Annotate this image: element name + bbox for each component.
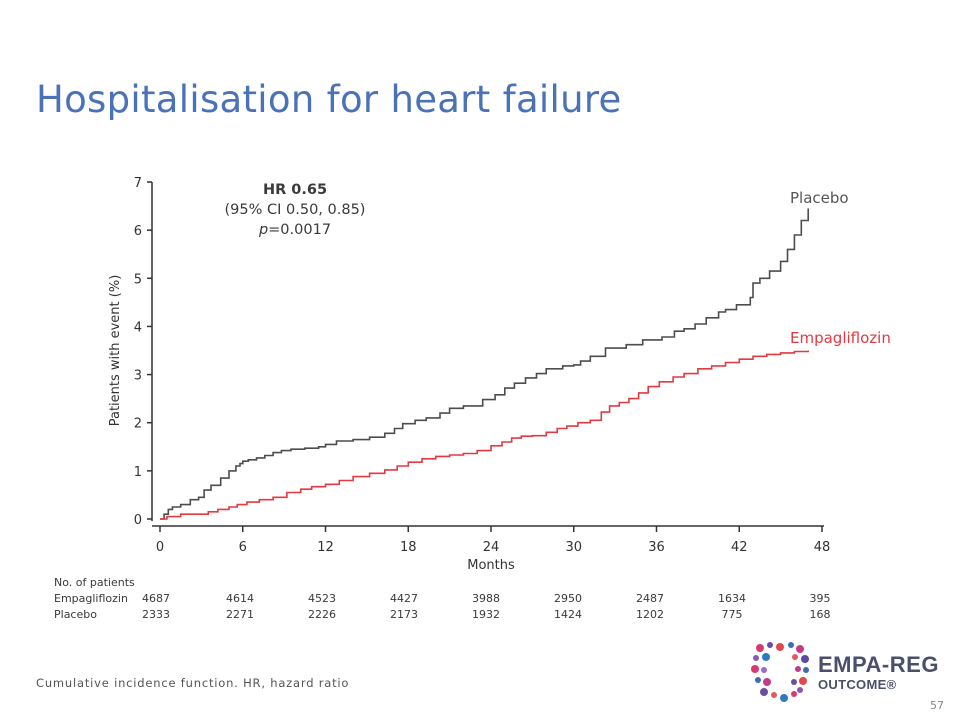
hazard-ratio-annotation: HR 0.65 (95% CI 0.50, 0.85) p=0.0017 xyxy=(200,180,390,240)
x-tick-label: 30 xyxy=(565,540,582,555)
risk-table-cell: 2226 xyxy=(308,608,336,621)
risk-table-cell: 4427 xyxy=(390,592,418,605)
risk-table-cell: 1424 xyxy=(554,608,582,621)
logo-dots-icon xyxy=(751,642,809,702)
x-tick-label: 12 xyxy=(317,540,334,555)
risk-row-label-placebo: Placebo xyxy=(54,608,97,621)
y-tick-label: 1 xyxy=(134,465,142,480)
series-line-placebo xyxy=(160,208,809,520)
risk-table-cell: 4614 xyxy=(226,592,254,605)
risk-table-cell: 168 xyxy=(809,608,831,621)
risk-table-cell: 2950 xyxy=(554,592,582,605)
y-tick-label: 7 xyxy=(134,176,142,191)
series-line-empagliflozin xyxy=(160,350,809,520)
risk-table-cell: 2173 xyxy=(390,608,418,621)
logo-line2: OUTCOME® xyxy=(818,677,897,692)
x-tick-label: 42 xyxy=(731,540,748,555)
empa-reg-outcome-logo: EMPA-REG OUTCOME® xyxy=(750,640,938,706)
risk-table-cell: 1202 xyxy=(636,608,664,621)
y-tick-label: 0 xyxy=(134,513,142,528)
risk-table-cell: 2487 xyxy=(636,592,664,605)
risk-table-cell: 4687 xyxy=(142,592,170,605)
y-tick-label: 3 xyxy=(134,369,142,384)
p-value: p=0.0017 xyxy=(200,220,390,240)
risk-row-label-empagliflozin: Empagliflozin xyxy=(54,592,128,605)
p-value-label: p xyxy=(258,222,269,238)
x-tick-label: 6 xyxy=(239,540,247,555)
series-label-empagliflozin: Empagliflozin xyxy=(790,329,891,347)
x-tick-label: 48 xyxy=(814,540,831,555)
risk-table-cell: 2333 xyxy=(142,608,170,621)
risk-table-cell: 775 xyxy=(721,608,743,621)
logo-line1: EMPA-REG xyxy=(818,652,939,677)
y-tick-label: 2 xyxy=(134,417,142,432)
confidence-interval: (95% CI 0.50, 0.85) xyxy=(224,202,366,218)
hazard-ratio-value: HR 0.65 xyxy=(262,182,328,198)
x-tick-label: 18 xyxy=(400,540,417,555)
x-tick-label: 24 xyxy=(483,540,500,555)
slide-title: Hospitalisation for heart failure xyxy=(36,78,622,121)
risk-table-cell: 4523 xyxy=(308,592,336,605)
risk-table-cell: 2271 xyxy=(226,608,254,621)
risk-table-cell: 395 xyxy=(809,592,831,605)
y-axis-label: Patients with event (%) xyxy=(108,275,123,427)
risk-table-cell: 1634 xyxy=(718,592,746,605)
p-value-number: =0.0017 xyxy=(268,222,332,238)
risk-table-header: No. of patients xyxy=(54,576,135,589)
x-tick-label: 36 xyxy=(648,540,665,555)
risk-table-cell: 1932 xyxy=(472,608,500,621)
page-number: 57 xyxy=(930,699,944,712)
risk-table-cell: 3988 xyxy=(472,592,500,605)
y-tick-label: 5 xyxy=(134,272,142,287)
y-tick-label: 4 xyxy=(134,320,142,335)
x-axis-label: Months xyxy=(467,558,515,573)
footnote: Cumulative incidence function. HR, hazar… xyxy=(36,676,350,690)
x-tick-label: 0 xyxy=(156,540,164,555)
y-tick-label: 6 xyxy=(134,224,142,239)
series-label-placebo: Placebo xyxy=(790,189,849,207)
